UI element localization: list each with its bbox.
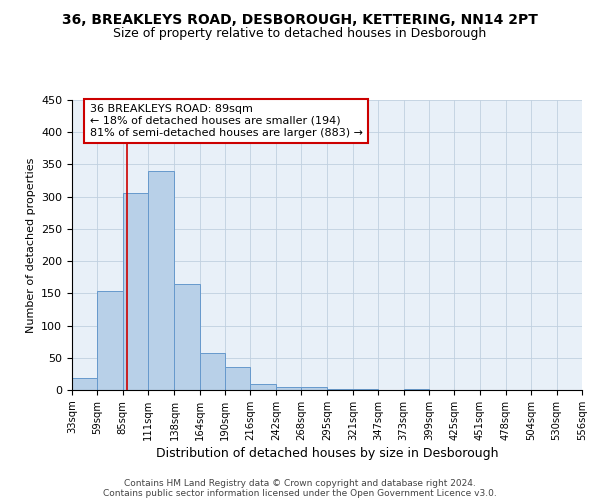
Y-axis label: Number of detached properties: Number of detached properties (26, 158, 35, 332)
Bar (276, 387, 301, 390)
Bar (353, 388, 378, 390)
Text: Size of property relative to detached houses in Desborough: Size of property relative to detached ho… (113, 28, 487, 40)
Bar (328, 388, 353, 390)
Text: Contains public sector information licensed under the Open Government Licence v3: Contains public sector information licen… (103, 488, 497, 498)
Bar (301, 388, 328, 390)
Bar (175, 284, 200, 390)
Bar (148, 171, 175, 390)
Bar (123, 194, 148, 390)
Bar (250, 384, 276, 390)
Text: 36 BREAKLEYS ROAD: 89sqm
← 18% of detached houses are smaller (194)
81% of semi-: 36 BREAKLEYS ROAD: 89sqm ← 18% of detach… (90, 104, 363, 138)
Bar (225, 368, 250, 390)
Bar (72, 378, 97, 390)
Text: 36, BREAKLEYS ROAD, DESBOROUGH, KETTERING, NN14 2PT: 36, BREAKLEYS ROAD, DESBOROUGH, KETTERIN… (62, 12, 538, 26)
X-axis label: Distribution of detached houses by size in Desborough: Distribution of detached houses by size … (156, 447, 498, 460)
Text: Contains HM Land Registry data © Crown copyright and database right 2024.: Contains HM Land Registry data © Crown c… (124, 478, 476, 488)
Bar (404, 388, 429, 390)
Bar (200, 354, 225, 390)
Bar (97, 292, 123, 390)
